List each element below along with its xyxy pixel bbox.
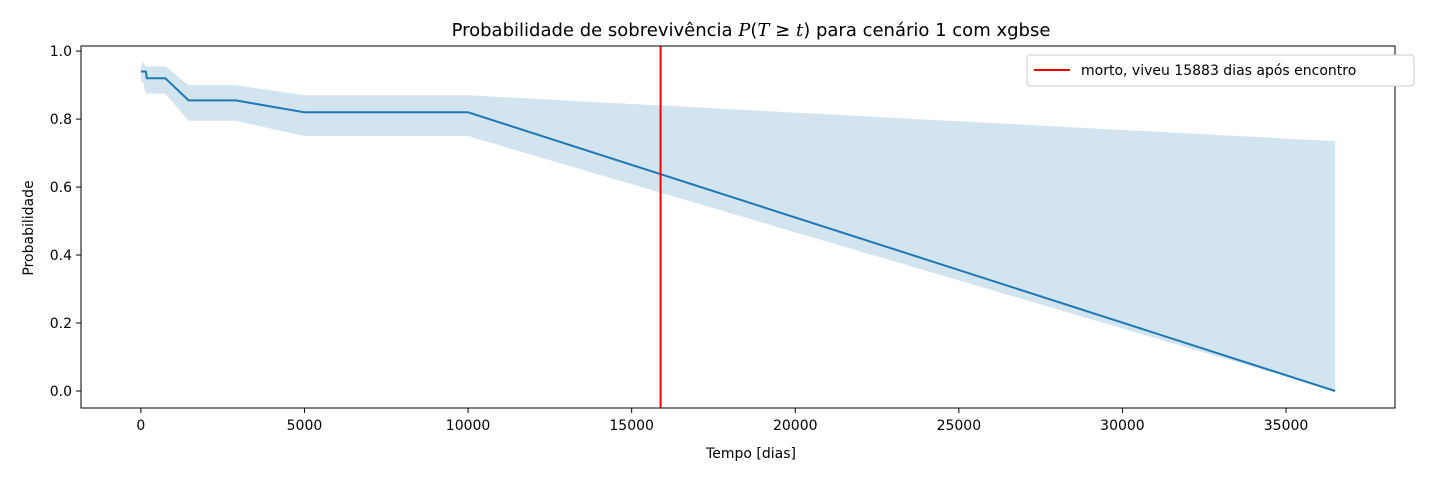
confidence-band-layer: [140, 61, 1336, 392]
x-axis-ticks: 0 5000 10000 15000 20000 25000 30000 35000: [136, 408, 1308, 434]
x-tick-label: 35000: [1264, 418, 1309, 434]
x-tick-label: 10000: [446, 418, 491, 434]
legend-box: [1026, 54, 1415, 87]
y-tick-label: 0.4: [50, 248, 72, 264]
chart-title: Probabilidade de sobrevivência P(T ≥ t) …: [452, 20, 1051, 41]
x-tick-label: 5000: [287, 418, 323, 434]
confidence-band: [140, 61, 1336, 392]
y-tick-label: 1.0: [50, 44, 72, 60]
y-tick-label: 0.8: [50, 112, 72, 128]
y-axis-label: Probabilidade: [21, 180, 37, 275]
x-tick-label: 30000: [1100, 418, 1145, 434]
y-tick-label: 0.0: [50, 384, 72, 400]
x-tick-label: 15000: [609, 418, 654, 434]
x-tick-label: 20000: [773, 418, 818, 434]
survival-line-layer: [140, 70, 1336, 392]
x-tick-label: 25000: [937, 418, 982, 434]
y-axis-ticks: 0.0 0.2 0.4 0.6 0.8 1.0: [50, 44, 81, 400]
plot-frame: [80, 45, 1396, 409]
x-tick-label: 0: [136, 418, 145, 434]
legend: morto, viveu 15883 dias após encontro: [1026, 54, 1415, 87]
survival-curve-line: [140, 70, 1336, 392]
x-axis-label: Tempo [dias]: [705, 446, 796, 462]
y-tick-label: 0.6: [50, 180, 72, 196]
legend-label-event: morto, viveu 15883 dias após encontro: [1081, 63, 1356, 79]
y-tick-label: 0.2: [50, 316, 72, 332]
